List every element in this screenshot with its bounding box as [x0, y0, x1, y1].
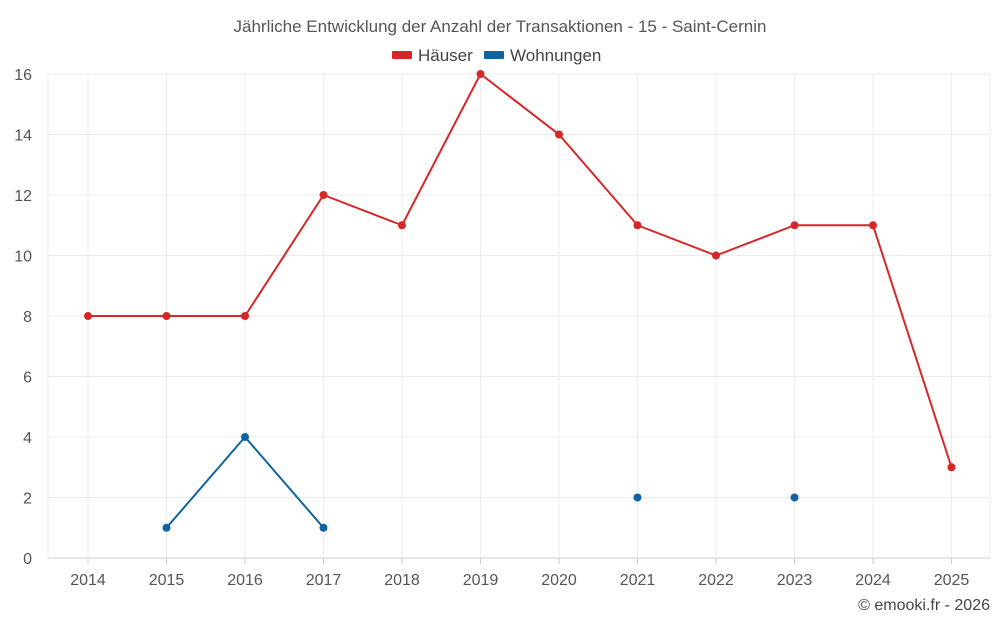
- legend-item-haeuser[interactable]: Häuser: [392, 46, 473, 65]
- legend-label-wohnungen: Wohnungen: [510, 46, 601, 65]
- y-tick-label: 8: [23, 309, 32, 326]
- data-point-haeuser-2016[interactable]: [241, 312, 249, 320]
- legend-swatch-wohnungen: [484, 51, 504, 59]
- legend-item-wohnungen[interactable]: Wohnungen: [484, 46, 601, 65]
- data-point-haeuser-2021[interactable]: [633, 221, 642, 230]
- y-tick-label: 10: [14, 249, 32, 266]
- series-wohnungen: [162, 433, 799, 532]
- x-axis-ticks: 2014 2015 2016 2017 2018 2019 2020 2021 2022 2023…: [70, 558, 969, 589]
- x-tick-label: 2021: [620, 572, 656, 589]
- x-tick-label: 2025: [934, 572, 970, 589]
- x-tick-label: 2018: [384, 572, 420, 589]
- y-tick-label: 12: [14, 188, 32, 205]
- x-tick-label: 2017: [306, 572, 342, 589]
- data-point-wohnungen-2016[interactable]: [241, 433, 249, 441]
- data-point-haeuser-2014[interactable]: [84, 312, 92, 320]
- data-point-haeuser-2018[interactable]: [398, 221, 406, 230]
- credit-text: © emooki.fr - 2026: [858, 597, 990, 614]
- y-tick-label: 2: [23, 491, 32, 508]
- data-point-haeuser-2020[interactable]: [555, 130, 563, 139]
- y-tick-label: 4: [23, 430, 32, 447]
- data-point-haeuser-2024[interactable]: [869, 221, 877, 230]
- x-tick-label: 2022: [698, 572, 734, 589]
- legend-swatch-haeuser: [392, 51, 412, 59]
- data-point-wohnungen-2021[interactable]: [633, 493, 642, 502]
- legend: Häuser Wohnungen: [392, 46, 601, 65]
- data-point-wohnungen-2017[interactable]: [319, 523, 328, 532]
- data-point-haeuser-2023[interactable]: [790, 221, 799, 230]
- legend-label-haeuser: Häuser: [418, 46, 473, 65]
- data-point-haeuser-2015[interactable]: [162, 312, 171, 320]
- data-point-haeuser-2017[interactable]: [319, 191, 328, 199]
- x-tick-label: 2016: [227, 572, 263, 589]
- series-line-haeuser: [88, 73, 953, 468]
- data-point-haeuser-2022[interactable]: [712, 251, 720, 260]
- x-tick-label: 2024: [855, 572, 891, 589]
- series-haeuser: [84, 70, 956, 472]
- x-tick-label: 2020: [541, 572, 577, 589]
- x-tick-label: 2023: [777, 572, 813, 589]
- x-tick-label: 2014: [70, 572, 106, 589]
- data-point-wohnungen-2023[interactable]: [790, 493, 799, 502]
- data-point-wohnungen-2015[interactable]: [162, 523, 171, 532]
- data-point-haeuser-2019[interactable]: [476, 70, 485, 78]
- data-point-haeuser-2025[interactable]: [947, 463, 956, 472]
- y-axis-ticks: 0 2 4 6 8 10 12 14 16: [14, 67, 32, 568]
- x-tick-label: 2015: [149, 572, 185, 589]
- series: [84, 70, 956, 532]
- x-tick-label: 2019: [463, 572, 499, 589]
- chart-title: Jährliche Entwicklung der Anzahl der Tra…: [234, 17, 767, 36]
- y-tick-label: 0: [23, 551, 32, 568]
- y-tick-label: 14: [14, 128, 32, 145]
- y-tick-label: 6: [23, 370, 32, 387]
- y-tick-label: 16: [14, 67, 32, 84]
